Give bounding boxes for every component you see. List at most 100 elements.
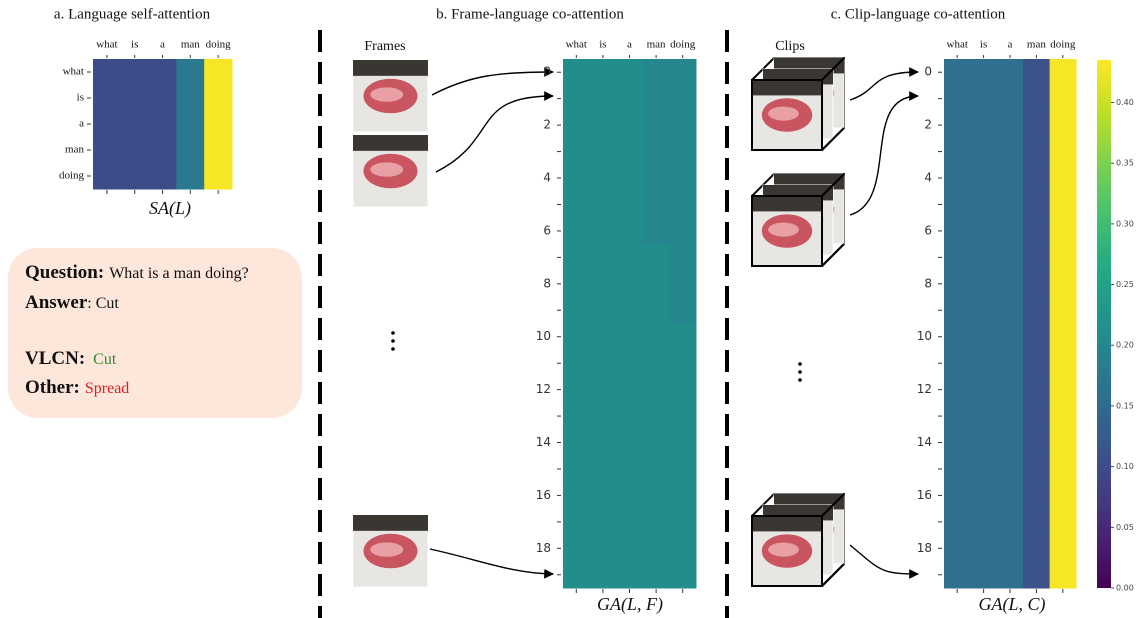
ellipsis — [391, 331, 395, 351]
column-label: what — [96, 39, 117, 51]
heatmap-cell — [944, 271, 971, 298]
heatmap-cell — [944, 350, 971, 377]
column-label: doing — [1050, 39, 1076, 51]
heatmap-cell — [563, 456, 590, 483]
heatmap-cell — [590, 59, 617, 86]
heatmap-cell — [944, 535, 971, 562]
heatmap-cell — [997, 244, 1024, 271]
vlcn-answer: Cut — [93, 351, 117, 368]
heatmap-cell — [1023, 271, 1050, 298]
heatmap-cell — [93, 111, 121, 138]
heatmap-cell — [970, 324, 997, 351]
heatmap-cell — [1050, 350, 1077, 377]
heatmap-cell — [1023, 403, 1050, 430]
heatmap-cell — [93, 163, 121, 190]
heatmap-cell — [616, 138, 643, 165]
heatmap-cell — [970, 218, 997, 245]
heatmap-cell — [1050, 509, 1077, 536]
heatmap-cell — [563, 59, 590, 86]
heatmap-cell — [204, 85, 232, 112]
ellipsis — [798, 362, 802, 382]
heatmap-cell — [176, 85, 204, 112]
row-label: 6 — [924, 223, 932, 237]
heatmap-cell — [944, 297, 971, 324]
heatmap-cell — [563, 562, 590, 589]
heatmap-cell — [616, 324, 643, 351]
heatmap-cell — [669, 535, 696, 562]
heatmap-cell — [669, 429, 696, 456]
colorbar-tick-label: 0.05 — [1116, 523, 1134, 532]
heatmap-cell — [970, 191, 997, 218]
heatmap-cell — [563, 535, 590, 562]
column-label: what — [566, 39, 587, 51]
heatmap-cell — [616, 482, 643, 509]
column-label: man — [1027, 39, 1046, 51]
heatmap-cell — [176, 137, 204, 164]
heatmap-cell — [944, 191, 971, 218]
heatmap-cell — [121, 85, 149, 112]
qa-line: VLCN: Cut — [25, 348, 117, 369]
other-answer: Spread — [85, 380, 129, 397]
heatmap-cell — [643, 429, 670, 456]
heatmap-cell — [149, 85, 177, 112]
heatmap-cell — [616, 165, 643, 192]
heatmap-cell — [643, 535, 670, 562]
x-axis-label: GA(L, C) — [979, 594, 1046, 615]
row-label: 18 — [536, 541, 551, 555]
heatmap-cell — [669, 456, 696, 483]
column-label: man — [181, 39, 200, 51]
heatmap-cell — [563, 244, 590, 271]
heatmap-cell — [669, 112, 696, 139]
heatmap-cell — [643, 403, 670, 430]
heatmap-cell — [616, 456, 643, 483]
heatmap-cell — [563, 297, 590, 324]
meat-fat — [370, 542, 403, 556]
row-label: 10 — [536, 329, 551, 343]
heatmap-cell — [590, 509, 617, 536]
heatmap-cell — [944, 324, 971, 351]
colorbar-tick-label: 0.35 — [1116, 159, 1134, 168]
heatmap-cell — [1023, 297, 1050, 324]
heatmap-cell — [997, 191, 1024, 218]
column-label: doing — [206, 39, 232, 51]
heatmap-cell — [643, 297, 670, 324]
heatmap-cell — [997, 218, 1024, 245]
heatmap-cell — [590, 429, 617, 456]
heatmap-cell — [970, 112, 997, 139]
heatmap-cell — [590, 218, 617, 245]
heatmap-cell — [970, 244, 997, 271]
heatmap-cell — [121, 137, 149, 164]
heatmap-cell — [590, 112, 617, 139]
heatmap-cell — [970, 535, 997, 562]
heatmap-cell — [563, 218, 590, 245]
qa-line: Answer: Cut — [25, 292, 119, 313]
heatmap-cell — [1050, 59, 1077, 86]
row-label: 8 — [543, 276, 551, 290]
row-label: 6 — [543, 223, 551, 237]
heatmap-cell — [563, 482, 590, 509]
heatmap-cell — [669, 85, 696, 112]
heatmap-cell — [643, 376, 670, 403]
heatmap-cell — [1050, 403, 1077, 430]
heatmap-cell — [970, 562, 997, 589]
heatmap-cell — [1050, 324, 1077, 351]
frames-label: Frames — [364, 39, 405, 54]
heatmap-cell — [970, 429, 997, 456]
label: VLCN: — [25, 348, 85, 369]
heatmap-cell — [970, 165, 997, 192]
arrow — [436, 96, 553, 172]
column-label: a — [160, 39, 165, 51]
panel-title: c. Clip-language co-attention — [831, 6, 1006, 22]
heatmap-cell — [590, 482, 617, 509]
qa-line: Question:What is a man doing? — [25, 262, 249, 283]
colorbar — [1097, 60, 1111, 588]
heatmap-cell — [643, 138, 670, 165]
arrow — [432, 72, 553, 95]
panel-title: a. Language self-attention — [54, 6, 211, 22]
heatmap-cell — [1023, 482, 1050, 509]
label: Answer — [25, 292, 88, 313]
row-label: 14 — [917, 435, 932, 449]
heatmap-cell — [616, 297, 643, 324]
heatmap-cell — [970, 59, 997, 86]
column-label: is — [980, 39, 987, 51]
